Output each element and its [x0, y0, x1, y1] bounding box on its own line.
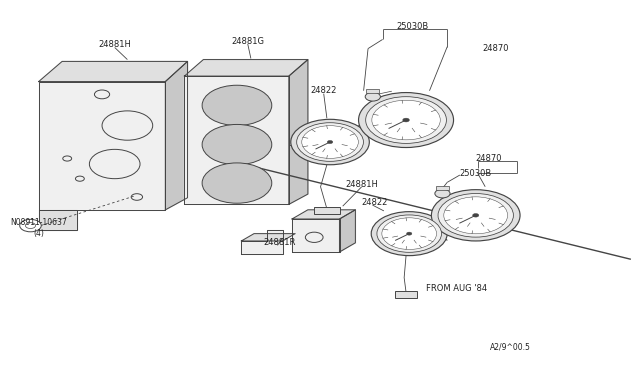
Polygon shape: [184, 76, 289, 204]
Circle shape: [472, 214, 479, 217]
Circle shape: [435, 189, 450, 198]
Bar: [367, 89, 379, 93]
Text: N08911-10637
(4): N08911-10637 (4): [10, 218, 67, 238]
Circle shape: [382, 218, 436, 250]
Text: 25030B: 25030B: [396, 22, 429, 31]
Circle shape: [358, 93, 454, 148]
Circle shape: [202, 163, 272, 203]
Polygon shape: [241, 230, 282, 254]
Polygon shape: [38, 61, 188, 81]
Circle shape: [365, 97, 447, 143]
Text: 24822: 24822: [310, 86, 337, 95]
Circle shape: [403, 118, 410, 122]
Text: 24881R: 24881R: [263, 238, 296, 247]
Circle shape: [377, 215, 442, 252]
Bar: [314, 207, 340, 214]
Circle shape: [20, 219, 41, 232]
Text: 24881H: 24881H: [345, 180, 378, 189]
Text: 24870: 24870: [482, 44, 509, 53]
Text: FROM AUG '84: FROM AUG '84: [426, 284, 487, 293]
Polygon shape: [184, 60, 308, 76]
Circle shape: [365, 92, 380, 101]
Circle shape: [291, 119, 369, 165]
Bar: [436, 186, 449, 190]
Text: 24870: 24870: [476, 154, 502, 163]
Polygon shape: [38, 81, 165, 210]
Text: 25030B: 25030B: [460, 169, 492, 178]
Circle shape: [431, 190, 520, 241]
Circle shape: [444, 197, 508, 234]
Polygon shape: [340, 210, 355, 252]
Text: A2/9^00.5: A2/9^00.5: [490, 343, 531, 352]
Text: 24822: 24822: [361, 198, 388, 207]
Polygon shape: [38, 210, 77, 230]
Polygon shape: [241, 234, 295, 241]
Circle shape: [371, 212, 447, 256]
Text: 24881G: 24881G: [231, 37, 264, 46]
Circle shape: [302, 126, 358, 158]
Circle shape: [406, 232, 412, 235]
Circle shape: [327, 141, 333, 144]
Text: 24881H: 24881H: [99, 41, 131, 49]
Circle shape: [438, 193, 513, 237]
Circle shape: [202, 85, 272, 125]
Bar: [396, 291, 417, 298]
Polygon shape: [292, 210, 355, 219]
Polygon shape: [289, 60, 308, 204]
Circle shape: [202, 125, 272, 165]
Circle shape: [372, 100, 440, 140]
Polygon shape: [292, 219, 340, 252]
Circle shape: [297, 123, 364, 161]
Polygon shape: [165, 61, 188, 210]
